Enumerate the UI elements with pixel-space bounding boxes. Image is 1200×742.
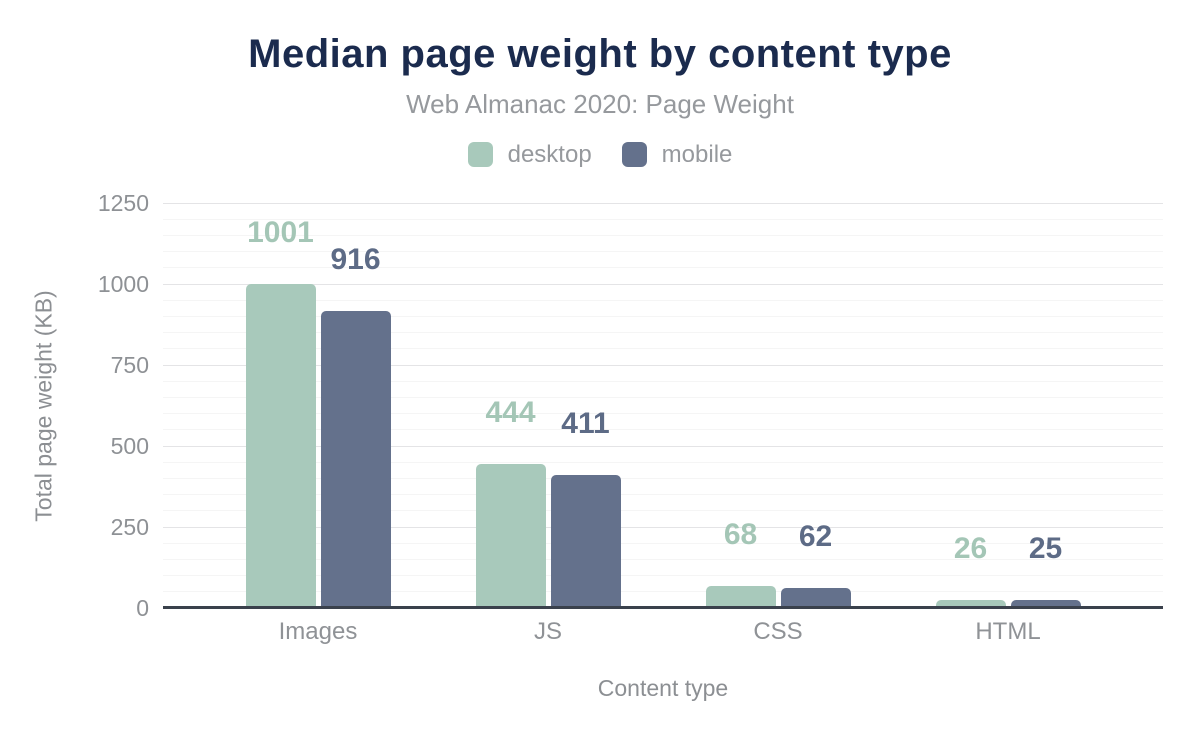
gridline-major — [163, 283, 1163, 285]
bar-value-label-desktop-html: 26 — [953, 531, 988, 565]
legend-item-mobile[interactable]: mobile — [621, 141, 733, 168]
y-tick-label-250: 250 — [110, 514, 149, 540]
gridline-minor — [163, 332, 1163, 334]
gridline-minor — [163, 218, 1163, 220]
gridline-major — [163, 445, 1163, 447]
bar-mobile-images[interactable] — [320, 311, 391, 608]
gridline-minor — [163, 413, 1163, 415]
legend-label: desktop — [507, 141, 592, 168]
bar-mobile-css[interactable] — [780, 587, 851, 608]
gridline-minor — [163, 461, 1163, 463]
x-tick-label-images: Images — [278, 618, 358, 645]
gridline-minor — [163, 558, 1163, 560]
gridline-minor — [163, 477, 1163, 479]
y-tick-label-1000: 1000 — [97, 271, 149, 297]
gridline-minor — [163, 380, 1163, 382]
bar-value-label-mobile-js: 411 — [561, 406, 610, 440]
gridline-minor — [163, 267, 1163, 269]
gridline-minor — [163, 591, 1163, 593]
y-tick-label-0: 0 — [136, 595, 149, 621]
gridline-minor — [163, 234, 1163, 236]
bar-desktop-css[interactable] — [705, 585, 776, 608]
x-tick-label-js: JS — [533, 618, 562, 645]
y-tick-label-750: 750 — [110, 352, 149, 378]
legend-swatch-mobile-icon — [621, 142, 647, 167]
gridline-minor — [163, 396, 1163, 398]
bar-desktop-html[interactable] — [935, 599, 1006, 608]
gridline-minor — [163, 348, 1163, 350]
bar-desktop-js[interactable] — [475, 464, 546, 608]
legend: desktop mobile — [0, 142, 1200, 167]
y-tick-label-1250: 1250 — [97, 190, 149, 216]
x-axis-line — [163, 606, 1163, 609]
gridline-minor — [163, 251, 1163, 253]
chart-subtitle: Web Almanac 2020: Page Weight — [406, 89, 794, 119]
gridline-major — [163, 526, 1163, 528]
bar-mobile-js[interactable] — [550, 474, 621, 608]
legend-label: mobile — [661, 141, 733, 168]
gridline-minor — [163, 315, 1163, 317]
bar-desktop-images[interactable] — [245, 283, 316, 608]
bar-value-label-desktop-css: 68 — [723, 517, 758, 551]
legend-item-desktop[interactable]: desktop — [467, 141, 592, 168]
x-tick-label-html: HTML — [975, 618, 1041, 645]
gridline-major — [163, 364, 1163, 366]
x-axis-title: Content type — [597, 675, 729, 701]
gridline-minor — [163, 299, 1163, 301]
chart-title: Median page weight by content type — [248, 32, 952, 76]
legend-swatch-desktop-icon — [467, 142, 493, 167]
bar-value-label-desktop-images: 1001 — [247, 215, 314, 249]
x-tick-label-css: CSS — [753, 618, 803, 645]
bar-value-label-mobile-images: 916 — [330, 243, 381, 277]
gridline-minor — [163, 429, 1163, 431]
gridline-minor — [163, 575, 1163, 577]
gridline-minor — [163, 542, 1163, 544]
gridline-minor — [163, 494, 1163, 496]
bar-value-label-desktop-js: 444 — [485, 396, 536, 430]
gridline-major — [163, 202, 1163, 204]
gridline-minor — [163, 510, 1163, 512]
plot-area: 1001 916 444 411 68 62 26 25 — [163, 202, 1163, 609]
y-axis-title: Total page weight (KB) — [30, 289, 57, 522]
bar-value-label-mobile-html: 25 — [1028, 531, 1063, 565]
bar-mobile-html[interactable] — [1010, 599, 1081, 608]
y-tick-label-500: 500 — [110, 433, 149, 459]
bar-value-label-mobile-css: 62 — [798, 519, 833, 553]
